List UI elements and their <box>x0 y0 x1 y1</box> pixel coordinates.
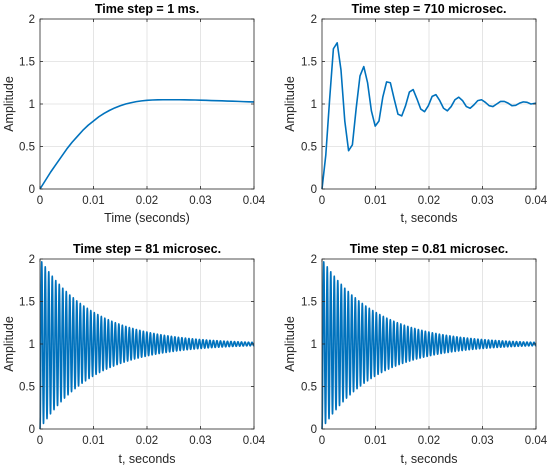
subplot-1: Time step = 1 ms. Amplitude Time (second… <box>2 2 266 225</box>
x-tick-label: 0.03 <box>189 195 211 207</box>
y-tick-label: 1.5 <box>19 57 35 69</box>
x-tick-label: 0.03 <box>189 435 211 447</box>
x-tick-label: 0 <box>319 195 325 207</box>
subplot-1-title: Time step = 1 ms. <box>95 2 199 16</box>
series-line <box>39 261 255 430</box>
subplot-3-title: Time step = 81 microsec. <box>73 242 221 256</box>
y-tick-label: 0.5 <box>19 142 35 154</box>
subplot-2-title: Time step = 710 microsec. <box>351 2 506 16</box>
x-tick-label: 0 <box>319 435 325 447</box>
x-tick-label: 0.04 <box>525 435 548 447</box>
y-tick-label: 0.5 <box>19 382 35 394</box>
y-tick-label: 2 <box>29 14 35 26</box>
x-tick-label: 0.03 <box>471 195 493 207</box>
subplot-2-ylabel: Amplitude <box>283 76 297 132</box>
y-tick-label: 1.5 <box>301 297 317 309</box>
y-tick-label: 1.5 <box>19 297 35 309</box>
x-tick-label: 0.03 <box>471 435 493 447</box>
y-tick-label: 1 <box>311 99 317 111</box>
x-tick-label: 0 <box>37 435 43 447</box>
subplot-2: Time step = 710 microsec. Amplitude t, s… <box>283 2 548 225</box>
y-tick-label: 0.5 <box>301 382 317 394</box>
y-tick-label: 1 <box>29 99 35 111</box>
y-tick-label: 1 <box>29 339 35 351</box>
subplot-3-xlabel: t, seconds <box>119 452 176 466</box>
series-line <box>39 98 255 190</box>
y-tick-label: 1.5 <box>301 57 317 69</box>
x-tick-label: 0.01 <box>364 195 386 207</box>
x-tick-label: 0.04 <box>243 435 266 447</box>
x-tick-label: 0 <box>37 195 43 207</box>
y-tick-label: 1 <box>311 339 317 351</box>
x-tick-label: 0.04 <box>525 195 548 207</box>
y-tick-label: 0 <box>311 184 317 196</box>
subplot-4-xlabel: t, seconds <box>401 452 458 466</box>
x-tick-label: 0.01 <box>82 435 104 447</box>
subplot-1-xlabel: Time (seconds) <box>104 211 190 225</box>
subplot-3-ylabel: Amplitude <box>2 316 16 372</box>
subplot-4-title: Time step = 0.81 microsec. <box>350 242 509 256</box>
x-tick-label: 0.01 <box>364 435 386 447</box>
y-tick-label: 2 <box>311 14 317 26</box>
subplot-4: Time step = 0.81 microsec. Amplitude t, … <box>283 242 548 466</box>
x-tick-label: 0.02 <box>418 195 440 207</box>
x-tick-label: 0.02 <box>136 195 158 207</box>
x-tick-label: 0.02 <box>418 435 440 447</box>
y-tick-label: 0 <box>311 424 317 436</box>
y-tick-label: 0.5 <box>301 142 317 154</box>
subplot-3: Time step = 81 microsec. Amplitude t, se… <box>2 242 266 466</box>
y-tick-label: 0 <box>29 184 35 196</box>
x-tick-label: 0.04 <box>243 195 266 207</box>
series-line <box>321 261 537 430</box>
y-tick-label: 0 <box>29 424 35 436</box>
series-line <box>321 42 537 190</box>
y-tick-label: 2 <box>311 254 317 266</box>
x-tick-label: 0.02 <box>136 435 158 447</box>
subplot-2-xlabel: t, seconds <box>401 211 458 225</box>
x-tick-label: 0.01 <box>82 195 104 207</box>
subplot-1-ylabel: Amplitude <box>2 76 16 132</box>
y-tick-label: 2 <box>29 254 35 266</box>
subplot-4-ylabel: Amplitude <box>283 316 297 372</box>
